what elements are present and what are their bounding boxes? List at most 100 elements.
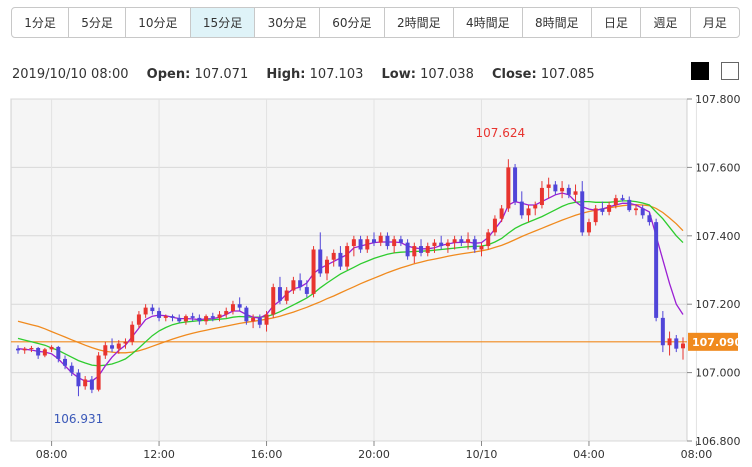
candle-body bbox=[452, 239, 457, 243]
candle-body bbox=[681, 343, 685, 349]
candle-body bbox=[69, 365, 74, 373]
candle-body bbox=[170, 316, 175, 318]
candle-body bbox=[445, 242, 450, 247]
tab-timeframe[interactable]: 月足 bbox=[702, 16, 727, 30]
candle-body bbox=[600, 208, 605, 212]
low-value: 107.038 bbox=[420, 67, 474, 82]
y-tick-label: 107.800 bbox=[695, 93, 741, 106]
candle-body bbox=[96, 355, 101, 390]
candle-body bbox=[439, 242, 444, 247]
tab-timeframe[interactable]: 10分足 bbox=[126, 8, 191, 37]
tab-timeframe[interactable]: 日足 bbox=[592, 8, 642, 37]
tab-timeframe[interactable]: 5分足 bbox=[69, 8, 127, 37]
candle-body bbox=[177, 317, 182, 322]
tab-timeframe[interactable]: 1分足 bbox=[12, 8, 70, 37]
y-tick-label: 106.800 bbox=[695, 435, 741, 448]
candle-body bbox=[244, 307, 249, 322]
candle-body bbox=[365, 239, 370, 250]
candle-body bbox=[566, 187, 571, 195]
candle-body bbox=[546, 184, 551, 188]
candle-body bbox=[110, 345, 115, 349]
candle-body bbox=[539, 187, 544, 206]
candle-body bbox=[237, 304, 242, 308]
candle-body bbox=[560, 187, 565, 192]
current-price-box bbox=[688, 332, 738, 351]
candle-body bbox=[472, 239, 477, 250]
candle-body bbox=[230, 304, 235, 312]
candle-body bbox=[385, 235, 390, 247]
candle-body bbox=[284, 290, 289, 301]
x-tick-label: 10/10 bbox=[466, 448, 498, 461]
candle-body bbox=[22, 348, 27, 351]
x-tick-label: 20:00 bbox=[358, 448, 390, 461]
candle-body bbox=[204, 316, 209, 322]
candle-body bbox=[291, 280, 296, 291]
candle-body bbox=[607, 205, 612, 212]
candle-body bbox=[304, 287, 309, 294]
low-annotation: 106.931 bbox=[54, 412, 104, 426]
candle-body bbox=[412, 246, 417, 257]
tab-timeframe[interactable]: 60分足 bbox=[320, 8, 385, 37]
close-label: Close: bbox=[492, 67, 537, 82]
candle-body bbox=[378, 235, 383, 243]
open-label: Open: bbox=[146, 67, 191, 82]
tab-timeframe[interactable]: 15分足 bbox=[190, 8, 256, 37]
candle-body bbox=[398, 239, 403, 243]
tab-timeframe[interactable]: 8時間足 bbox=[523, 8, 592, 37]
candle-body bbox=[83, 379, 88, 387]
light-theme-swatch[interactable] bbox=[721, 62, 739, 80]
candle-body bbox=[425, 246, 430, 253]
high-annotation: 107.624 bbox=[476, 126, 526, 140]
candle-body bbox=[405, 242, 410, 257]
high-value: 107.103 bbox=[309, 67, 364, 82]
current-price-label: 107.090 bbox=[692, 336, 742, 349]
candle-body bbox=[593, 208, 598, 223]
candle-body bbox=[640, 208, 645, 216]
y-tick-label: 107.400 bbox=[695, 230, 741, 243]
ma-fast-line bbox=[17, 192, 684, 382]
candle-body bbox=[506, 167, 511, 209]
candle-body bbox=[620, 198, 625, 200]
candle-body bbox=[526, 208, 531, 216]
candle-body bbox=[163, 316, 168, 318]
tab-timeframe[interactable]: 2時間足 bbox=[385, 8, 454, 37]
candle-body bbox=[372, 239, 377, 243]
open-value: 107.071 bbox=[194, 67, 249, 82]
candle-body bbox=[331, 252, 336, 260]
candle-body bbox=[76, 372, 81, 387]
candle-body bbox=[513, 167, 518, 202]
candle-body bbox=[338, 252, 343, 267]
candle-body bbox=[419, 246, 424, 253]
candle-body bbox=[210, 316, 215, 318]
tab-timeframe[interactable]: 30分足 bbox=[255, 8, 321, 37]
candle-body bbox=[533, 205, 538, 209]
candle-body bbox=[257, 317, 262, 325]
tab-timeframe[interactable]: 4時間足 bbox=[454, 8, 523, 37]
candle-body bbox=[318, 249, 323, 274]
candle-body bbox=[298, 280, 303, 288]
candle-body bbox=[103, 345, 108, 356]
candle-body bbox=[633, 208, 638, 211]
candle-body bbox=[116, 343, 121, 349]
high-label: High: bbox=[266, 67, 306, 82]
candle-body bbox=[613, 198, 618, 206]
candle-body bbox=[492, 218, 497, 233]
y-tick-label: 107.600 bbox=[695, 161, 741, 174]
candle-body bbox=[89, 379, 94, 390]
tab-timeframe[interactable]: 週足 bbox=[641, 8, 691, 37]
candle-body bbox=[586, 222, 591, 233]
candle-body bbox=[42, 349, 47, 356]
candle-body bbox=[479, 246, 484, 250]
candle-body bbox=[654, 222, 659, 318]
candle-body bbox=[358, 239, 363, 250]
ohlc-datetime: 2019/10/10 08:00 bbox=[12, 67, 129, 82]
candle-body bbox=[466, 239, 471, 243]
candle-body bbox=[36, 347, 41, 356]
candle-body bbox=[190, 316, 195, 318]
dark-theme-swatch[interactable] bbox=[691, 62, 709, 80]
candle-body bbox=[63, 358, 68, 366]
x-tick-label: 04:00 bbox=[573, 448, 605, 461]
candle-body bbox=[667, 338, 672, 346]
candle-body bbox=[224, 311, 229, 315]
